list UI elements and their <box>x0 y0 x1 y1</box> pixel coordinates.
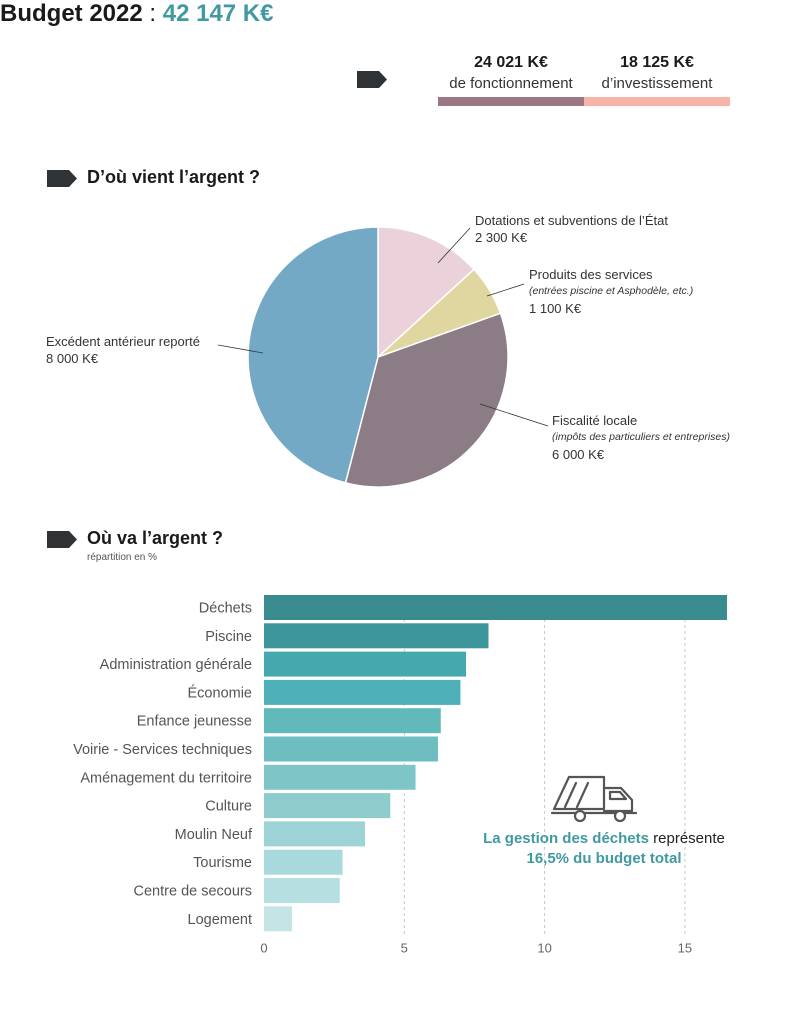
bar-logement <box>264 906 293 932</box>
x-tick-label: 0 <box>260 941 267 956</box>
leader-line-produits <box>486 283 525 297</box>
budget-title-label: Budget 2022 <box>0 0 143 27</box>
bar-label-administration-generale: Administration générale <box>100 657 252 673</box>
bar-economie <box>264 679 461 705</box>
callout-dotations-value: 2 300 K€ <box>475 230 528 245</box>
bar-label-culture: Culture <box>205 799 252 815</box>
garbage-truck-icon <box>550 775 638 823</box>
pie-leader-lines <box>217 227 549 427</box>
split-investment-amount: 18 125 K€ <box>620 54 694 71</box>
bar-label-piscine: Piscine <box>205 629 252 645</box>
pie-slice-fiscalite-locale <box>344 312 509 488</box>
callout-produits-note: (entrées piscine et Asphodèle, etc.) <box>529 285 694 297</box>
callout-dotations-name: Dotations et subventions de l’État <box>475 213 668 228</box>
budget-title-separator: : <box>142 0 163 27</box>
budget-title: Budget 2022 : 42 147 K€ <box>0 0 791 28</box>
bar-enfance-jeunesse <box>264 708 441 734</box>
x-tick-label: 10 <box>537 941 551 956</box>
callout-produits: Produits des services (entrées piscine e… <box>529 266 693 317</box>
tag-arrow-icon <box>47 531 77 548</box>
callout-fiscalite-note: (impôts des particuliers et entreprises) <box>552 431 730 443</box>
callout-excedent-value: 8 000 K€ <box>46 351 99 366</box>
tag-arrow-icon <box>47 170 77 187</box>
income-section-title: D’où vient l’argent ? <box>87 167 261 187</box>
spending-section-subtitle: répartition en % <box>87 552 158 563</box>
pie-slice-dotations-et-subventions-de-l-etat <box>377 226 476 359</box>
bar-moulin-neuf <box>264 821 366 847</box>
bar-voirie-services-techniques <box>264 736 438 762</box>
bar-administration-generale <box>264 651 467 677</box>
bar-label-dechets: Déchets <box>199 601 252 617</box>
budget-total: 42 147 K€ <box>162 0 274 27</box>
callout-dotations: Dotations et subventions de l’État 2 300… <box>475 212 668 246</box>
split-investment: 18 125 K€ d’investissement <box>584 54 730 106</box>
truck-note: La gestion des déchets représente 16,5% … <box>472 829 736 869</box>
bar-label-voirie-services-techniques: Voirie - Services techniques <box>73 742 252 758</box>
truck-note-text: représente <box>649 830 725 847</box>
bar-culture <box>264 793 391 819</box>
leader-line-dotations <box>437 227 471 264</box>
tag-arrow-icon <box>357 71 387 88</box>
pie-slice-excedent-anterieur-reporte <box>247 226 379 484</box>
bar-centre-de-secours <box>264 878 340 903</box>
bar-label-tourisme: Tourisme <box>193 855 252 871</box>
x-tick-label: 5 <box>401 941 408 956</box>
bar-label-economie: Économie <box>188 684 252 701</box>
leader-line-excedent <box>217 344 264 354</box>
x-tick-label: 15 <box>678 941 692 956</box>
split-investment-bar <box>584 97 730 106</box>
bar-tourisme <box>264 849 343 875</box>
callout-excedent-name: Excédent antérieur reporté <box>46 334 200 349</box>
callout-fiscalite-name: Fiscalité locale <box>552 413 638 428</box>
callout-produits-name: Produits des services <box>529 267 653 282</box>
split-operating: 24 021 K€ de fonctionnement <box>438 54 584 106</box>
bar-chart: Déchets Piscine Administration générale Éco… <box>73 595 727 956</box>
callout-excedent: Excédent antérieur reporté 8 000 K€ <box>46 333 200 367</box>
spending-section-title: Où va l’argent ? <box>87 528 224 548</box>
split-operating-bar <box>438 97 584 106</box>
truck-note-share: 16,5% du budget total <box>526 850 682 867</box>
bar-label-centre-de-secours: Centre de secours <box>134 884 252 900</box>
callout-produits-value: 1 100 K€ <box>529 301 582 316</box>
bar-piscine <box>264 623 489 649</box>
split-investment-label: d’investissement <box>601 75 713 92</box>
bar-label-amenagement-du-territoire: Aménagement du territoire <box>80 770 252 786</box>
bar-label-logement: Logement <box>188 912 253 928</box>
callout-fiscalite: Fiscalité locale (impôts des particulier… <box>552 412 730 463</box>
bar-label-enfance-jeunesse: Enfance jeunesse <box>137 714 252 730</box>
leader-line-fiscalite <box>479 403 549 427</box>
pie-chart <box>217 226 549 488</box>
bar-dechets <box>264 595 727 620</box>
split-operating-amount: 24 021 K€ <box>474 54 548 71</box>
bar-amenagement-du-territoire <box>264 764 416 790</box>
callout-fiscalite-value: 6 000 K€ <box>552 447 605 462</box>
truck-note-highlight: La gestion des déchets <box>483 830 649 847</box>
bar-label-moulin-neuf: Moulin Neuf <box>175 827 253 843</box>
split-operating-label: de fonctionnement <box>449 75 573 92</box>
